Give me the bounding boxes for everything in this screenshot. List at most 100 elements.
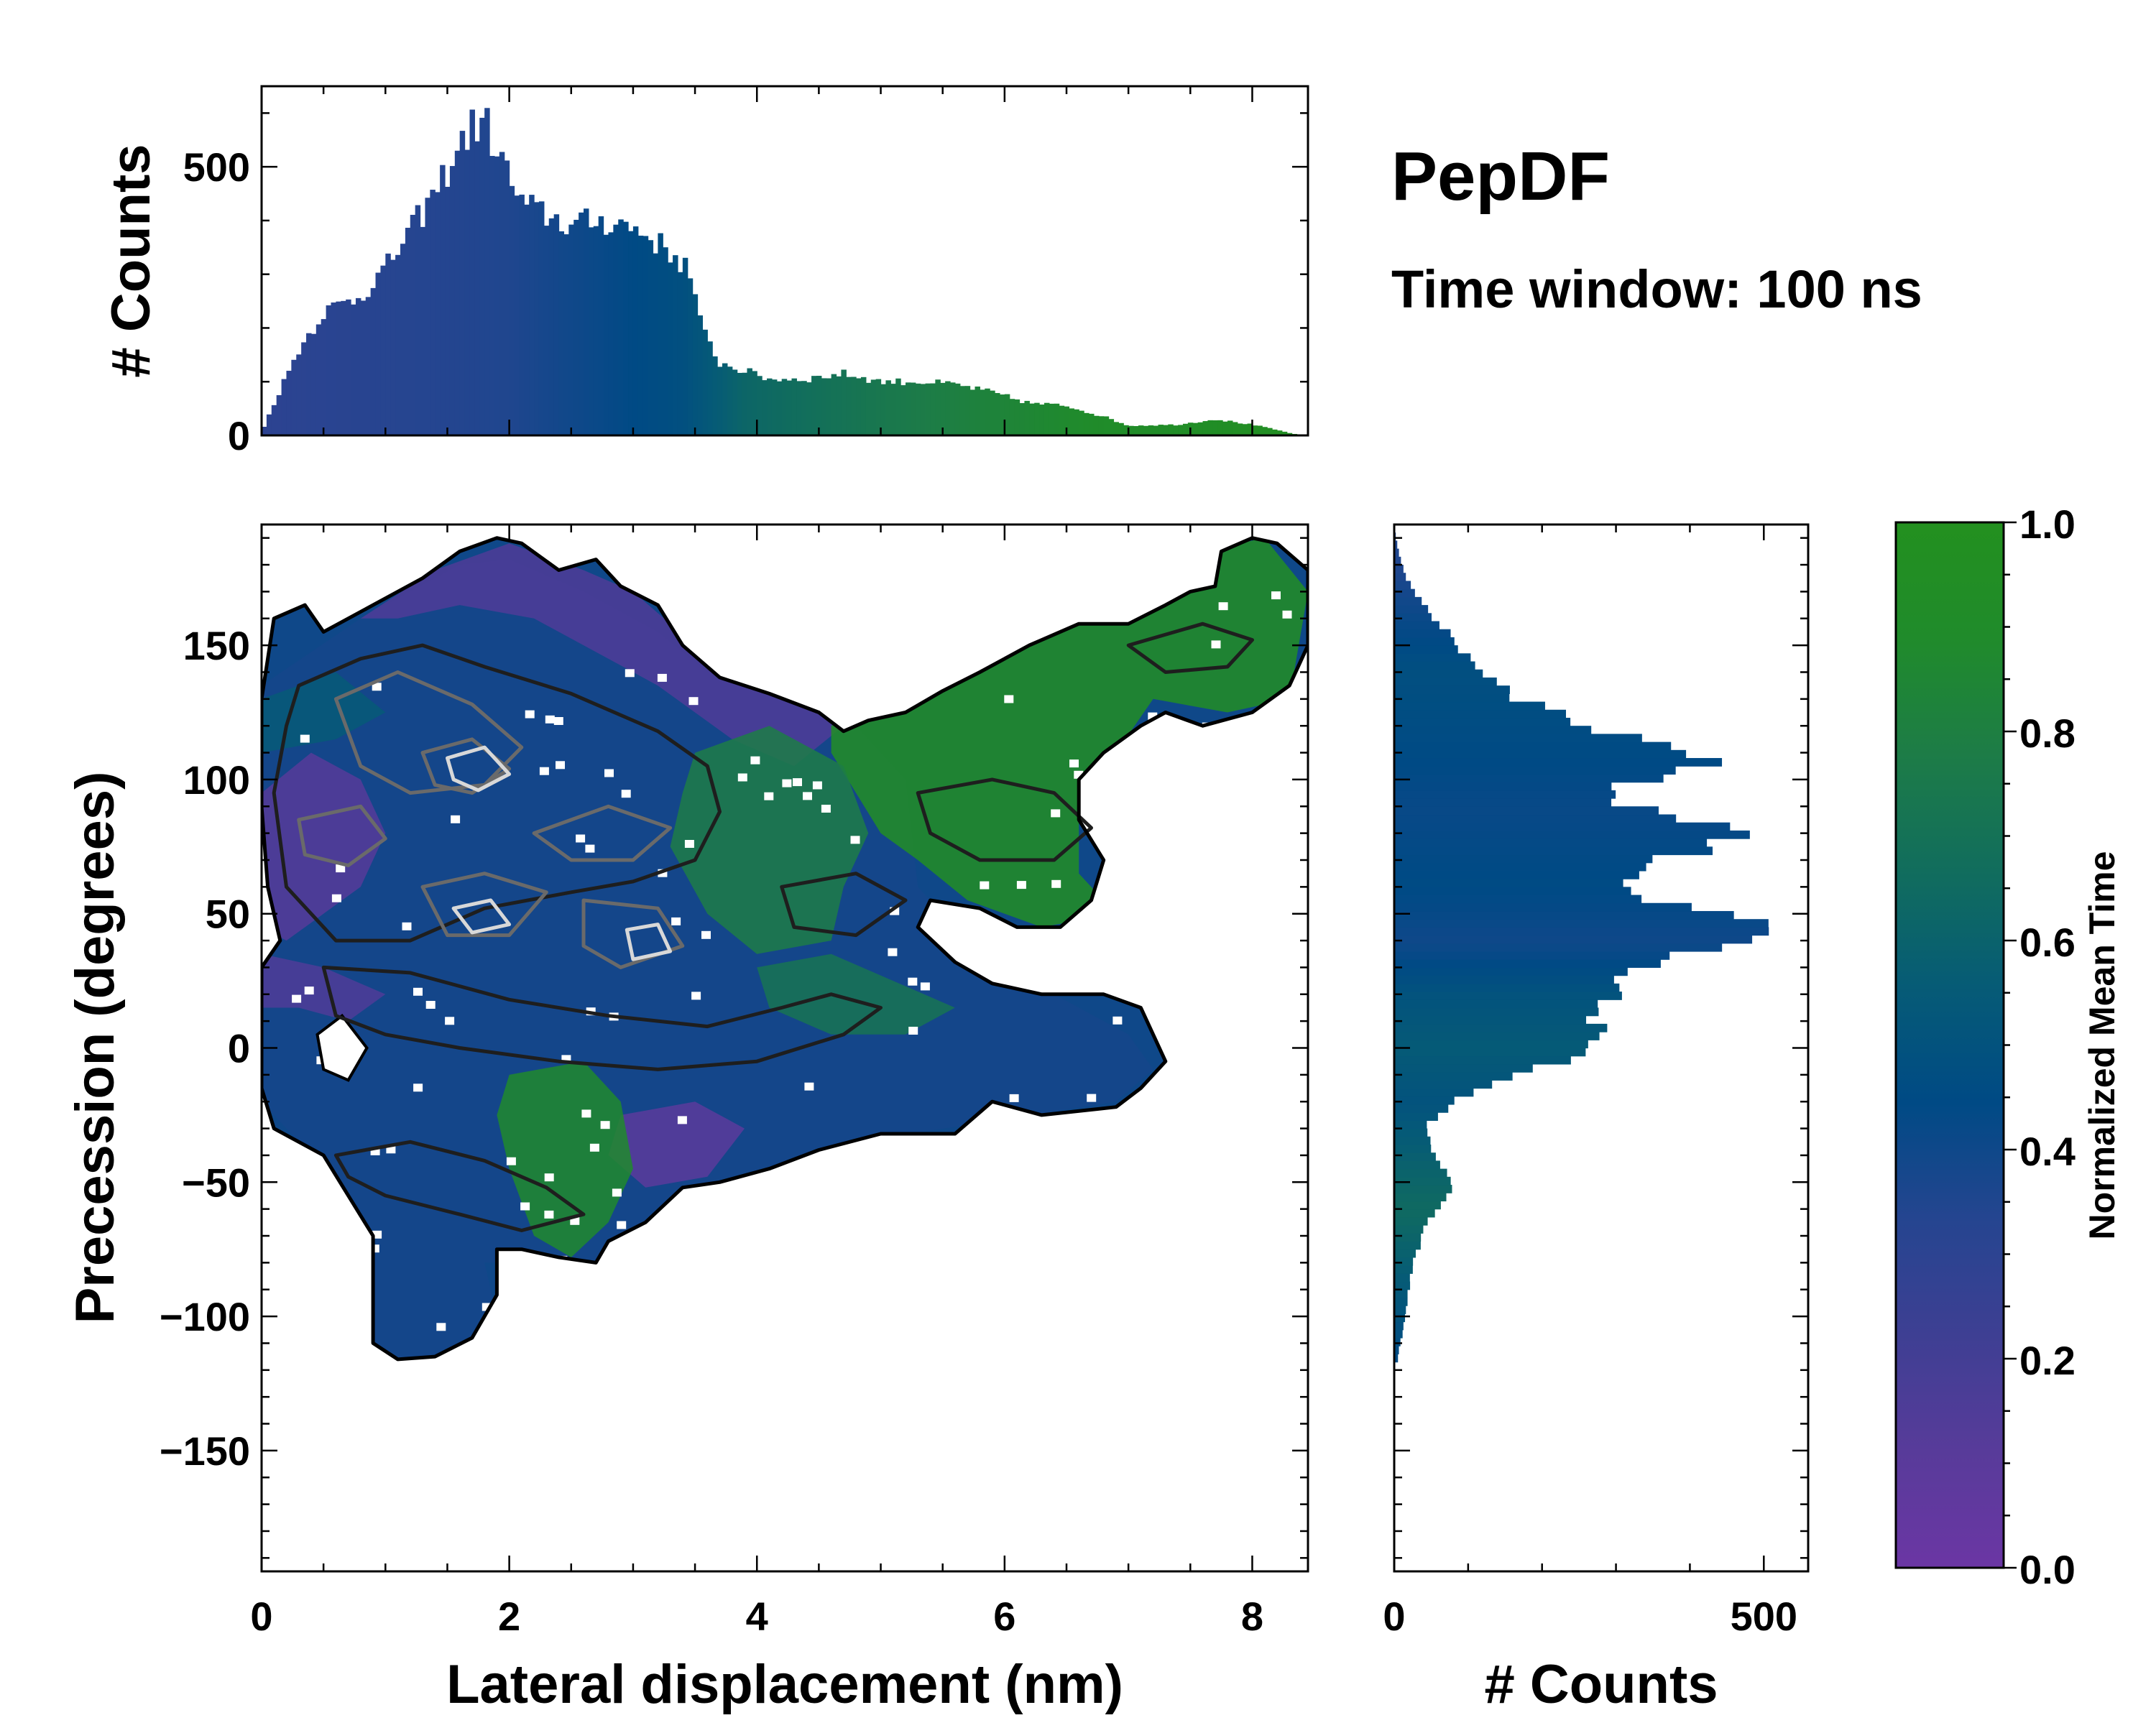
top-histogram-bar (568, 225, 573, 435)
top-histogram-bar (1079, 411, 1084, 435)
right-histogram-bar (1394, 710, 1566, 719)
top-histogram-bar (484, 108, 489, 435)
top-histogram-bar (311, 334, 316, 435)
heatmap-empty-bin (921, 982, 930, 990)
heatmap-empty-bin (545, 1173, 554, 1181)
right-histogram-bar (1394, 1273, 1410, 1282)
top-histogram-bar (871, 379, 876, 435)
top-histogram-bar (821, 378, 826, 435)
top-histogram-bar (469, 110, 474, 435)
top-histogram-bar (856, 379, 861, 435)
right-histogram-bar (1394, 798, 1611, 807)
heatmap-empty-bin (1028, 982, 1037, 990)
heatmap-empty-bin (908, 978, 917, 986)
top-histogram-bar (772, 379, 777, 435)
right-histogram-bar (1394, 855, 1652, 864)
right-histogram-bar (1394, 1322, 1404, 1331)
colorbar-label: Normalized Mean Time (2082, 851, 2122, 1240)
top-histogram-bar (524, 205, 529, 435)
heatmap-empty-bin (545, 716, 555, 724)
right-histogram-bar (1394, 1080, 1492, 1089)
heatmap-empty-bin (1271, 591, 1281, 599)
heatmap-empty-bin (750, 757, 760, 764)
top-histogram-bar (425, 198, 430, 435)
right-histogram-bar (1394, 589, 1415, 598)
heatmap-empty-bin (689, 697, 699, 705)
heatmap-empty-bin (1152, 1178, 1161, 1186)
top-histogram-bar (1243, 424, 1248, 435)
x-tick-label: 8 (1241, 1594, 1263, 1639)
right-histogram-bar (1394, 718, 1570, 726)
top-histogram-bar (895, 379, 900, 435)
heatmap-empty-bin (1087, 1094, 1096, 1102)
right-histogram-bar (1394, 702, 1545, 711)
right-histogram-bar (1394, 927, 1769, 935)
y-tick-label: 150 (183, 623, 250, 668)
top-histogram-bar (653, 254, 658, 435)
top-histogram-bar (643, 236, 648, 435)
top-y-tick-label: 500 (183, 144, 250, 190)
top-histogram-bar (505, 160, 510, 435)
heatmap-empty-bin (815, 639, 824, 647)
right-histogram-bar (1394, 976, 1614, 984)
top-histogram-bar (732, 369, 737, 435)
top-histogram-bar (985, 389, 990, 435)
heatmap-empty-bin (908, 1027, 918, 1035)
top-histogram-bar (1049, 404, 1054, 435)
right-histogram-bar (1394, 758, 1722, 767)
top-histogram-bar (573, 220, 579, 435)
heatmap-empty-bin (590, 1144, 599, 1152)
top-histogram-bar (791, 379, 796, 435)
heatmap-empty-bin (618, 1316, 627, 1324)
right-histogram-bar (1394, 782, 1611, 791)
top-histogram-bar (1138, 425, 1143, 435)
right-histogram-bar (1394, 992, 1622, 1000)
right-histogram-bar (1394, 621, 1439, 629)
right-histogram-bar (1394, 959, 1661, 968)
right-histogram-bar (1394, 1089, 1473, 1097)
top-histogram-bar (272, 405, 277, 435)
top-histogram-bar (970, 389, 975, 435)
heatmap-empty-bin (426, 1001, 436, 1009)
top-histogram-bar (1104, 416, 1109, 435)
right-histogram-bar (1394, 1112, 1438, 1121)
heatmap-empty-bin (976, 1176, 985, 1184)
right-histogram-bar (1394, 1152, 1436, 1161)
top-histogram-bar (767, 379, 772, 435)
right-histogram-bar (1394, 919, 1769, 928)
top-histogram-bar (1034, 403, 1039, 435)
heatmap-empty-bin (636, 1260, 645, 1267)
right-x-tick-label: 500 (1731, 1594, 1797, 1639)
heatmap-empty-bin (1204, 1155, 1214, 1163)
right-histogram-bar (1394, 662, 1475, 670)
right-histogram-bar (1394, 1217, 1428, 1226)
x-tick-label: 2 (498, 1594, 520, 1639)
top-histogram-bar (494, 157, 499, 435)
top-histogram-bar (1089, 414, 1094, 435)
heatmap-empty-bin (1050, 568, 1059, 576)
right-histogram-bar (1394, 879, 1623, 887)
right-histogram-bar (1394, 629, 1451, 638)
top-histogram-bar (371, 288, 376, 435)
top-histogram-bar (435, 192, 440, 435)
top-histogram-bar (584, 208, 589, 435)
right-histogram-bar (1394, 823, 1730, 831)
top-histogram-bar (796, 381, 801, 435)
top-histogram-bar (955, 384, 960, 435)
heatmap-empty-bin (451, 816, 460, 823)
heatmap-empty-bin (1231, 1078, 1240, 1086)
heatmap-empty-bin (1212, 640, 1221, 648)
top-y-axis-title: # Counts (101, 144, 162, 377)
top-histogram-bar (628, 231, 633, 435)
top-histogram-bar (579, 213, 584, 435)
heatmap-empty-bin (1171, 1073, 1181, 1081)
right-histogram-bar (1394, 1265, 1413, 1274)
right-histogram-bar (1394, 1160, 1440, 1169)
top-histogram-bar (1054, 404, 1059, 435)
top-histogram-bar (683, 258, 688, 435)
heatmap-empty-bin (701, 931, 711, 939)
top-histogram-bar (945, 382, 950, 435)
top-histogram-bar (1183, 424, 1188, 435)
top-histogram-bar (460, 131, 465, 435)
